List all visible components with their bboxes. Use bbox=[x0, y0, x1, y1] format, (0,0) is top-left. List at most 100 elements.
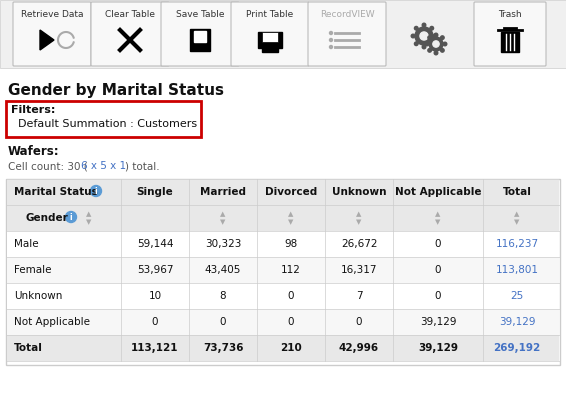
Text: 73,736: 73,736 bbox=[203, 343, 243, 353]
Text: 0: 0 bbox=[435, 239, 441, 249]
Circle shape bbox=[427, 35, 432, 40]
FancyBboxPatch shape bbox=[308, 2, 386, 66]
Bar bbox=[7, 205, 559, 231]
Text: 39,129: 39,129 bbox=[420, 317, 456, 327]
Text: 7: 7 bbox=[355, 291, 362, 301]
FancyBboxPatch shape bbox=[190, 29, 210, 51]
Text: 26,672: 26,672 bbox=[341, 239, 378, 249]
Bar bbox=[262, 32, 278, 42]
Text: 43,405: 43,405 bbox=[205, 265, 241, 275]
Text: 0: 0 bbox=[220, 317, 226, 327]
Bar bbox=[7, 179, 559, 205]
Text: 53,967: 53,967 bbox=[137, 265, 173, 275]
Text: Retrieve Data: Retrieve Data bbox=[21, 10, 83, 19]
Circle shape bbox=[440, 35, 445, 40]
Text: 0: 0 bbox=[152, 317, 158, 327]
Text: Unknown: Unknown bbox=[14, 291, 62, 301]
Text: ▲: ▲ bbox=[288, 211, 294, 217]
Text: Male: Male bbox=[14, 239, 38, 249]
Text: Clear Table: Clear Table bbox=[105, 10, 155, 19]
Text: ▼: ▼ bbox=[357, 219, 362, 225]
Text: 8: 8 bbox=[220, 291, 226, 301]
Circle shape bbox=[440, 48, 445, 53]
Bar bbox=[7, 257, 559, 283]
Text: ▼: ▼ bbox=[220, 219, 226, 225]
Text: Divorced: Divorced bbox=[265, 187, 317, 197]
Circle shape bbox=[429, 41, 434, 46]
Text: Unknown: Unknown bbox=[332, 187, 386, 197]
Text: 269,192: 269,192 bbox=[494, 343, 541, 353]
Text: ▲: ▲ bbox=[220, 211, 226, 217]
Text: Marital Status: Marital Status bbox=[14, 187, 98, 197]
Text: Gender: Gender bbox=[26, 213, 68, 223]
Bar bbox=[0, 0, 566, 68]
Text: Print Table: Print Table bbox=[246, 10, 294, 19]
Bar bbox=[7, 309, 559, 335]
Text: 59,144: 59,144 bbox=[137, 239, 173, 249]
Text: Married: Married bbox=[200, 187, 246, 197]
Text: Default Summation : Customers: Default Summation : Customers bbox=[11, 119, 197, 129]
Text: 116,237: 116,237 bbox=[495, 239, 539, 249]
Text: 16,317: 16,317 bbox=[341, 265, 378, 275]
Text: 30,323: 30,323 bbox=[205, 239, 241, 249]
Circle shape bbox=[414, 26, 419, 31]
Bar bbox=[262, 44, 278, 52]
Text: Save Table: Save Table bbox=[176, 10, 224, 19]
FancyBboxPatch shape bbox=[231, 2, 309, 66]
Text: 39,129: 39,129 bbox=[499, 317, 535, 327]
Circle shape bbox=[414, 41, 419, 46]
Text: Total: Total bbox=[503, 187, 531, 197]
Text: ▼: ▼ bbox=[86, 219, 91, 225]
Text: i: i bbox=[95, 186, 97, 195]
Text: ▲: ▲ bbox=[514, 211, 520, 217]
Text: i: i bbox=[70, 212, 72, 221]
Circle shape bbox=[427, 48, 432, 53]
FancyBboxPatch shape bbox=[91, 2, 169, 66]
Text: Female: Female bbox=[14, 265, 52, 275]
Text: Total: Total bbox=[14, 343, 43, 353]
Circle shape bbox=[66, 212, 76, 223]
Circle shape bbox=[424, 41, 430, 46]
Text: ▲: ▲ bbox=[86, 211, 91, 217]
Bar bbox=[7, 231, 559, 257]
Text: 112: 112 bbox=[281, 265, 301, 275]
Polygon shape bbox=[40, 30, 54, 50]
Bar bbox=[194, 31, 206, 42]
FancyBboxPatch shape bbox=[501, 32, 519, 52]
Bar bbox=[258, 32, 282, 48]
Text: 0: 0 bbox=[288, 291, 294, 301]
Text: ▼: ▼ bbox=[288, 219, 294, 225]
Text: Wafers:: Wafers: bbox=[8, 145, 59, 158]
Circle shape bbox=[429, 26, 434, 31]
Bar bbox=[7, 335, 559, 361]
Text: Gender by Marital Status: Gender by Marital Status bbox=[8, 83, 224, 98]
Text: 6 x 5 x 1: 6 x 5 x 1 bbox=[81, 161, 126, 171]
Circle shape bbox=[443, 41, 448, 46]
Text: Filters:: Filters: bbox=[11, 105, 55, 115]
Circle shape bbox=[422, 45, 427, 50]
Text: 42,996: 42,996 bbox=[339, 343, 379, 353]
Text: 0: 0 bbox=[288, 317, 294, 327]
Text: RecordVIEW: RecordVIEW bbox=[320, 10, 374, 19]
Bar bbox=[6, 101, 201, 137]
Circle shape bbox=[434, 50, 439, 56]
Circle shape bbox=[422, 22, 427, 28]
FancyBboxPatch shape bbox=[161, 2, 239, 66]
Circle shape bbox=[420, 32, 428, 40]
Text: 113,801: 113,801 bbox=[495, 265, 538, 275]
Circle shape bbox=[329, 45, 332, 48]
Circle shape bbox=[329, 39, 332, 41]
Text: 0: 0 bbox=[435, 291, 441, 301]
Bar bbox=[6, 179, 560, 365]
Text: Single: Single bbox=[136, 187, 173, 197]
Circle shape bbox=[432, 33, 438, 39]
Text: Cell count: 30 (: Cell count: 30 ( bbox=[8, 161, 88, 171]
Circle shape bbox=[415, 27, 433, 45]
Text: ▲: ▲ bbox=[357, 211, 362, 217]
Circle shape bbox=[434, 32, 439, 37]
Text: 210: 210 bbox=[280, 343, 302, 353]
Text: 113,121: 113,121 bbox=[131, 343, 179, 353]
Text: ▼: ▼ bbox=[514, 219, 520, 225]
Text: 10: 10 bbox=[148, 291, 161, 301]
Bar bbox=[7, 283, 559, 309]
